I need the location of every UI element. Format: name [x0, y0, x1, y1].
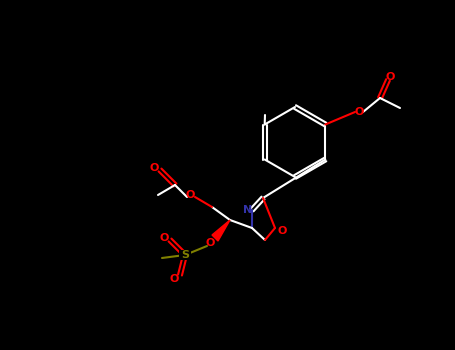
Text: O: O — [159, 233, 169, 243]
FancyBboxPatch shape — [179, 250, 191, 260]
Text: S: S — [181, 250, 189, 260]
Text: O: O — [185, 190, 195, 200]
Text: O: O — [385, 72, 394, 82]
Text: O: O — [205, 238, 215, 248]
Text: O: O — [277, 226, 287, 236]
Text: O: O — [354, 107, 364, 117]
Text: O: O — [149, 163, 159, 173]
Text: O: O — [169, 274, 179, 284]
Polygon shape — [212, 220, 230, 241]
Text: N: N — [243, 205, 253, 215]
